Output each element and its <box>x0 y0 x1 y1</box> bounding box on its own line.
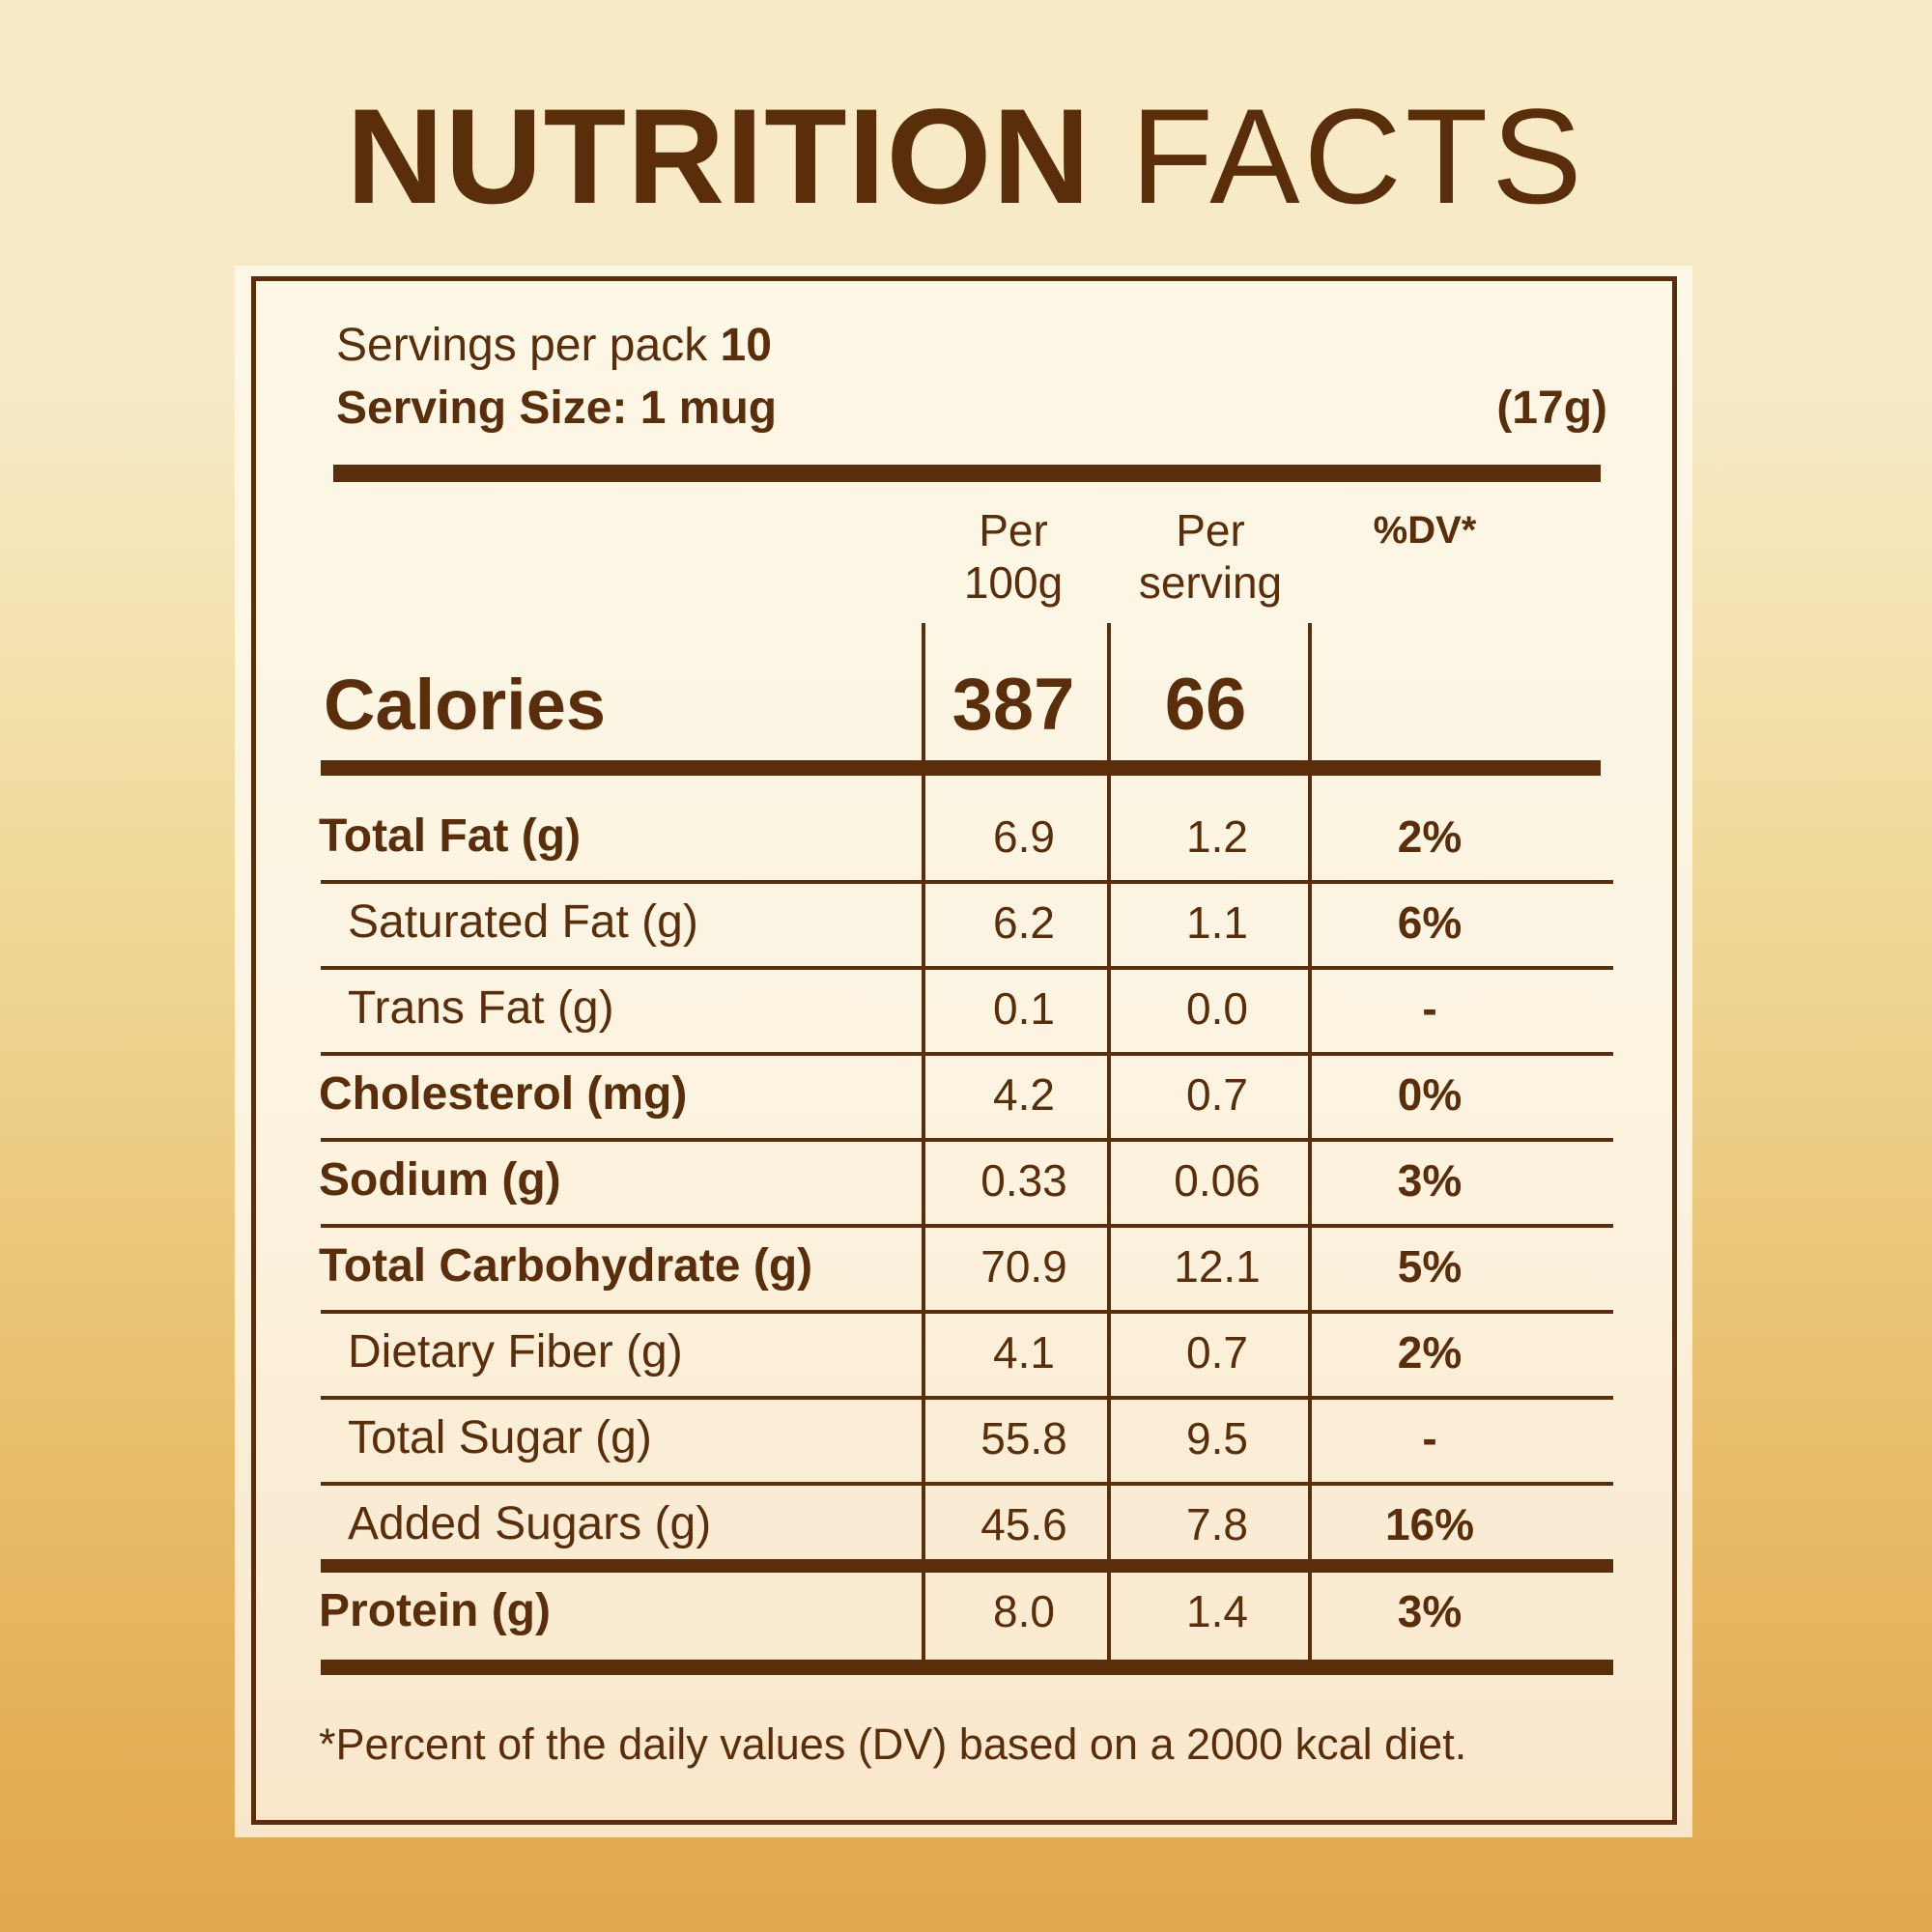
nutrient-daily-value: 2% <box>1397 811 1463 862</box>
nutrient-per-100g: 0.33 <box>980 1155 1067 1206</box>
row-divider <box>321 1482 1613 1486</box>
protein-divider <box>321 1559 1613 1573</box>
footnote: *Percent of the daily values (DV) based … <box>319 1719 1467 1769</box>
title-light: FACTS <box>1130 80 1586 232</box>
row-divider <box>321 1224 1613 1228</box>
nutrient-per-serving: 1.2 <box>1186 811 1248 862</box>
nutrient-daily-value: 0% <box>1397 1069 1463 1120</box>
column-per100-line1: Per <box>979 505 1048 555</box>
nutrient-per-100g: 45.6 <box>980 1499 1067 1549</box>
nutrient-label: Trans Fat (g) <box>348 982 614 1034</box>
nutrient-label: Total Carbohydrate (g) <box>319 1240 813 1292</box>
nutrient-label: Saturated Fat (g) <box>348 896 698 948</box>
serving-size-weight: (17g) <box>1496 383 1607 434</box>
column-header-per-100g: Per 100g <box>923 504 1103 609</box>
nutrient-label: Total Sugar (g) <box>348 1412 652 1463</box>
column-header-per-serving: Per serving <box>1111 504 1310 609</box>
page-title: NUTRITION FACTS <box>0 89 1932 224</box>
nutrient-daily-value: 6% <box>1397 897 1463 948</box>
servings-count: 10 <box>720 320 772 371</box>
nutrient-daily-value: - <box>1422 983 1437 1034</box>
row-divider <box>321 1310 1613 1314</box>
calories-divider <box>321 760 1601 776</box>
nutrient-per-serving: 7.8 <box>1186 1499 1248 1549</box>
title-bold: NUTRITION <box>346 80 1092 232</box>
row-divider <box>321 1052 1613 1056</box>
header-divider <box>333 465 1601 482</box>
nutrient-per-100g: 70.9 <box>980 1241 1067 1292</box>
table-bottom-rule <box>321 1660 1613 1675</box>
calories-label: Calories <box>324 665 607 745</box>
servings-per-pack: Servings per pack 10 <box>336 319 772 373</box>
label-panel <box>235 266 1692 1837</box>
nutrient-daily-value: 3% <box>1397 1155 1463 1206</box>
row-divider <box>321 1396 1613 1400</box>
nutrient-per-100g: 0.1 <box>993 983 1055 1034</box>
nutrient-daily-value: 3% <box>1397 1586 1463 1636</box>
row-divider <box>321 1138 1613 1142</box>
servings-label: Servings per pack <box>336 320 708 371</box>
nutrient-label: Sodium (g) <box>319 1154 561 1206</box>
column-divider-3 <box>1308 623 1312 1662</box>
nutrient-daily-value: - <box>1422 1413 1437 1463</box>
nutrient-per-serving: 9.5 <box>1186 1413 1248 1463</box>
nutrient-per-100g: 8.0 <box>993 1586 1055 1636</box>
column-divider-1 <box>922 623 925 1662</box>
calories-per-serving: 66 <box>1164 664 1247 746</box>
row-divider <box>321 880 1613 884</box>
calories-per-100g: 387 <box>952 664 1075 746</box>
nutrient-per-serving: 1.1 <box>1186 897 1248 948</box>
nutrient-daily-value: 5% <box>1397 1241 1463 1292</box>
row-divider <box>321 966 1613 970</box>
nutrient-per-100g: 6.2 <box>993 897 1055 948</box>
nutrient-label: Protein (g) <box>319 1585 551 1636</box>
nutrient-daily-value: 16% <box>1384 1499 1475 1549</box>
column-header-dv: %DV* <box>1373 509 1477 552</box>
nutrient-label: Added Sugars (g) <box>348 1498 712 1549</box>
nutrient-per-serving: 0.7 <box>1186 1069 1248 1120</box>
nutrient-daily-value: 2% <box>1397 1327 1463 1378</box>
nutrient-per-100g: 6.9 <box>993 811 1055 862</box>
nutrient-label: Total Fat (g) <box>319 810 582 862</box>
nutrient-label: Dietary Fiber (g) <box>348 1326 683 1378</box>
column-divider-2 <box>1107 623 1111 1662</box>
column-perserv-line1: Per <box>1176 505 1245 555</box>
column-perserv-line2: serving <box>1138 557 1283 608</box>
nutrient-per-serving: 12.1 <box>1174 1241 1261 1292</box>
nutrient-per-serving: 0.0 <box>1186 983 1248 1034</box>
nutrient-label: Cholesterol (mg) <box>319 1068 688 1120</box>
nutrient-per-serving: 0.7 <box>1186 1327 1248 1378</box>
nutrient-per-serving: 1.4 <box>1186 1586 1248 1636</box>
column-per100-line2: 100g <box>963 557 1064 608</box>
nutrient-per-100g: 4.2 <box>993 1069 1055 1120</box>
label-frame <box>251 276 1677 1825</box>
nutrient-per-100g: 55.8 <box>980 1413 1067 1463</box>
nutrient-per-serving: 0.06 <box>1174 1155 1261 1206</box>
nutrient-per-100g: 4.1 <box>993 1327 1055 1378</box>
serving-size-label: Serving Size: 1 mug <box>336 383 778 434</box>
